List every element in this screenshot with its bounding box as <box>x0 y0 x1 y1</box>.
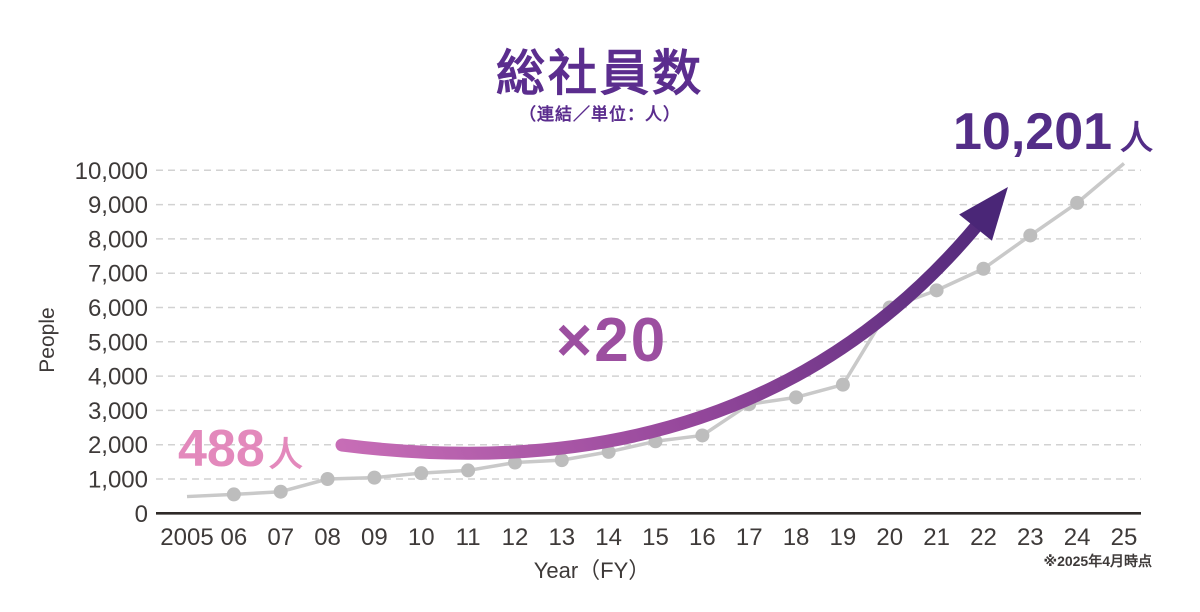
svg-text:25: 25 <box>1111 524 1138 551</box>
svg-text:10: 10 <box>408 524 435 551</box>
svg-text:11: 11 <box>456 524 481 551</box>
svg-text:1,000: 1,000 <box>88 467 148 494</box>
svg-text:4,000: 4,000 <box>88 364 148 391</box>
data-point-marker <box>367 470 382 485</box>
data-point-marker <box>414 466 429 481</box>
footnote: ※2025年4月時点 <box>1043 553 1152 569</box>
svg-text:0: 0 <box>135 501 148 528</box>
svg-text:16: 16 <box>689 524 716 551</box>
growth-arrow-shaft <box>335 205 995 460</box>
end-value-number: 10,201 <box>953 103 1113 161</box>
annotation-growth-multiplier: ×20 <box>556 306 668 375</box>
svg-text:8,000: 8,000 <box>88 226 148 253</box>
start-value-unit: 人 <box>268 436 303 474</box>
svg-text:2,000: 2,000 <box>88 432 148 459</box>
svg-text:21: 21 <box>923 524 950 551</box>
svg-text:20: 20 <box>876 524 903 551</box>
svg-text:7,000: 7,000 <box>88 261 148 288</box>
svg-text:14: 14 <box>595 524 622 551</box>
svg-text:06: 06 <box>220 524 247 551</box>
data-point-marker <box>835 377 850 392</box>
data-point-marker <box>976 261 991 276</box>
svg-text:19: 19 <box>830 524 857 551</box>
svg-text:22: 22 <box>970 524 997 551</box>
svg-text:10,000: 10,000 <box>75 158 148 185</box>
svg-text:12: 12 <box>502 524 529 551</box>
data-point-marker <box>695 428 710 443</box>
svg-text:6,000: 6,000 <box>88 295 148 322</box>
svg-text:07: 07 <box>267 524 294 551</box>
data-point-marker <box>1070 195 1085 210</box>
data-point-marker <box>461 463 476 478</box>
annotation-start-value: 488 人 <box>178 423 303 475</box>
data-point-marker <box>273 484 288 499</box>
svg-text:18: 18 <box>783 524 810 551</box>
svg-text:24: 24 <box>1064 524 1091 551</box>
data-point-marker <box>554 453 569 468</box>
data-point-marker <box>1023 228 1038 243</box>
svg-text:13: 13 <box>548 524 575 551</box>
data-point-marker <box>601 444 616 459</box>
data-point-marker <box>507 455 522 470</box>
data-point-markers <box>226 195 1085 502</box>
growth-arrow-head <box>959 186 1008 241</box>
chart-title: 総社員数 <box>495 47 704 101</box>
svg-text:9,000: 9,000 <box>88 192 148 219</box>
data-point-marker <box>789 390 804 405</box>
y-axis-title: People <box>36 307 59 373</box>
data-point-marker <box>320 472 335 486</box>
end-value-unit: 人 <box>1120 119 1154 156</box>
x-axis-tick-labels: 2005 06 07 08 09 10 11 12 13 14 15 16 17 18 19 20 21 22 23… <box>160 524 1137 551</box>
annotation-end-value: 10,201 人 <box>953 106 1153 158</box>
svg-text:09: 09 <box>361 524 388 551</box>
svg-text:23: 23 <box>1017 524 1044 551</box>
chart-subtitle: （連結／単位：人） <box>519 105 681 124</box>
svg-text:17: 17 <box>736 524 763 551</box>
svg-text:5,000: 5,000 <box>88 329 148 356</box>
svg-text:08: 08 <box>314 524 341 551</box>
start-value-number: 488 <box>178 420 265 478</box>
x-axis-title: Year（FY） <box>533 558 651 583</box>
data-point-marker <box>929 283 944 298</box>
svg-text:15: 15 <box>642 524 669 551</box>
svg-text:2005: 2005 <box>160 524 213 551</box>
svg-text:3,000: 3,000 <box>88 398 148 425</box>
data-point-marker <box>226 487 241 502</box>
y-axis-tick-labels: 0 1,000 2,000 3,000 4,000 5,000 6,000 7,000 8,00… <box>75 158 148 528</box>
